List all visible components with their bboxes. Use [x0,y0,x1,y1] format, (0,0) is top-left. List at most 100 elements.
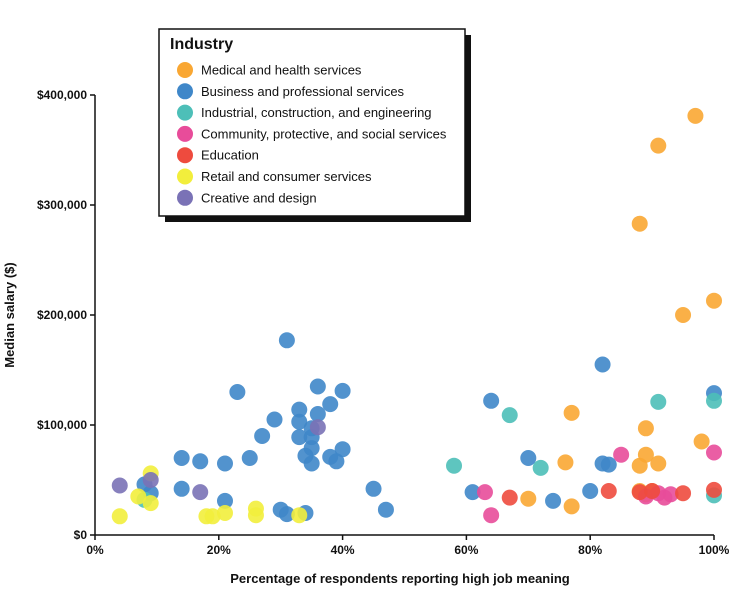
legend-swatch [177,189,193,206]
legend-swatch [177,83,193,100]
x-axis-label: Percentage of respondents reporting high… [230,571,570,586]
data-point-medical-and-health-services [706,292,722,309]
data-point-education [675,485,692,502]
x-tick-label: 40% [331,543,355,557]
data-point-industrial-construction-and-engineering [706,392,722,409]
y-tick-label: $100,000 [37,418,87,432]
legend-items: Medical and health services Business and … [177,62,447,206]
data-point-business-and-professional-services [266,411,283,428]
data-point-business-and-professional-services [600,456,617,473]
data-point-business-and-professional-services [254,428,271,444]
data-point-community-protective-and-social-services [662,486,679,503]
legend-label: Industrial, construction, and engineerin… [201,105,432,120]
x-tick-label: 60% [454,543,478,557]
data-point-business-and-professional-services [291,429,308,446]
data-point-business-and-professional-services [545,492,562,509]
data-point-retail-and-consumer-services [247,507,264,524]
legend-swatch [177,62,193,78]
data-point-business-and-professional-services [334,441,351,458]
legend-swatch [177,168,193,185]
data-point-creative-and-design [111,477,128,494]
data-point-community-protective-and-social-services [483,507,500,524]
data-point-business-and-professional-services [216,455,233,472]
data-point-education [706,481,722,498]
data-point-creative-and-design [142,472,159,488]
x-tick-label: 100% [699,543,730,557]
data-point-business-and-professional-services [229,384,246,400]
data-point-business-and-professional-services [328,453,345,470]
data-point-business-and-professional-services [173,450,190,466]
data-point-business-and-professional-services [464,484,481,501]
data-point-retail-and-consumer-services [111,508,128,525]
x-tick-label: 20% [207,543,231,557]
data-point-business-and-professional-services [291,413,308,430]
data-point-medical-and-health-services [563,404,580,421]
data-point-business-and-professional-services [173,480,190,497]
data-point-retail-and-consumer-services [204,508,221,525]
data-point-business-and-professional-services [582,483,599,499]
legend-swatch [177,125,193,142]
data-point-business-and-professional-services [594,356,611,373]
axes: $0 $100,000 $200,000 $300,000 $400,000 0% 20% 4… [37,88,730,557]
data-point-industrial-construction-and-engineering [532,459,549,476]
data-point-business-and-professional-services [291,401,308,418]
data-point-medical-and-health-services [693,433,710,450]
data-point-industrial-construction-and-engineering [446,457,463,474]
legend-label: Business and professional services [201,84,405,99]
data-point-business-and-professional-services [322,396,339,413]
legend-swatch [177,147,193,164]
y-tick-label: $300,000 [37,198,87,212]
data-point-medical-and-health-services [520,490,537,507]
y-axis-label: Median salary ($) [2,262,17,368]
data-point-business-and-professional-services [278,506,295,523]
data-point-retail-and-consumer-services [291,507,308,524]
data-point-retail-and-consumer-services [130,488,147,505]
legend-swatch [177,104,193,121]
data-point-medical-and-health-services [650,455,667,472]
data-point-medical-and-health-services [675,307,692,323]
data-point-creative-and-design [192,484,209,501]
x-tick-label: 0% [86,543,104,557]
legend: Industry Medical and health services Busi… [158,28,471,222]
x-tick-label: 80% [578,543,602,557]
data-point-industrial-construction-and-engineering [650,393,667,410]
data-point-business-and-professional-services [216,492,233,509]
legend-label: Education [201,148,259,163]
data-point-community-protective-and-social-services [613,446,630,463]
data-point-education [644,483,661,499]
data-point-business-and-professional-services [365,480,382,497]
legend-label: Creative and design [201,190,317,205]
data-point-education [631,484,648,501]
data-point-industrial-construction-and-engineering [501,407,518,424]
data-point-business-and-professional-services [377,501,394,518]
y-tick-label: $0 [74,528,88,542]
data-point-business-and-professional-services [520,450,537,466]
data-point-education [501,489,518,506]
y-tick-label: $400,000 [37,88,87,102]
data-point-medical-and-health-services [687,107,704,124]
data-point-business-and-professional-services [483,392,500,409]
data-point-business-and-professional-services [192,453,209,470]
data-point-community-protective-and-social-services [706,444,722,461]
data-point-business-and-professional-services [241,450,258,466]
data-point-medical-and-health-services [563,498,580,515]
data-point-business-and-professional-services [309,378,326,395]
data-point-community-protective-and-social-services [476,484,493,501]
data-points [111,107,722,525]
data-point-medical-and-health-services [631,215,648,232]
data-point-business-and-professional-services [278,332,295,349]
data-point-business-and-professional-services [303,455,320,472]
legend-title: Industry [170,36,233,53]
data-point-retail-and-consumer-services [216,505,233,521]
legend-label: Community, protective, and social servic… [201,126,447,141]
y-axis-title: Median salary ($) [2,262,17,368]
data-point-medical-and-health-services [650,137,667,154]
data-point-creative-and-design [309,419,326,436]
data-point-business-and-professional-services [334,382,351,399]
y-tick-label: $200,000 [37,308,87,322]
data-point-retail-and-consumer-services [142,495,159,512]
data-point-medical-and-health-services [557,454,574,471]
legend-label: Medical and health services [201,63,362,78]
data-point-business-and-professional-services [309,406,326,422]
